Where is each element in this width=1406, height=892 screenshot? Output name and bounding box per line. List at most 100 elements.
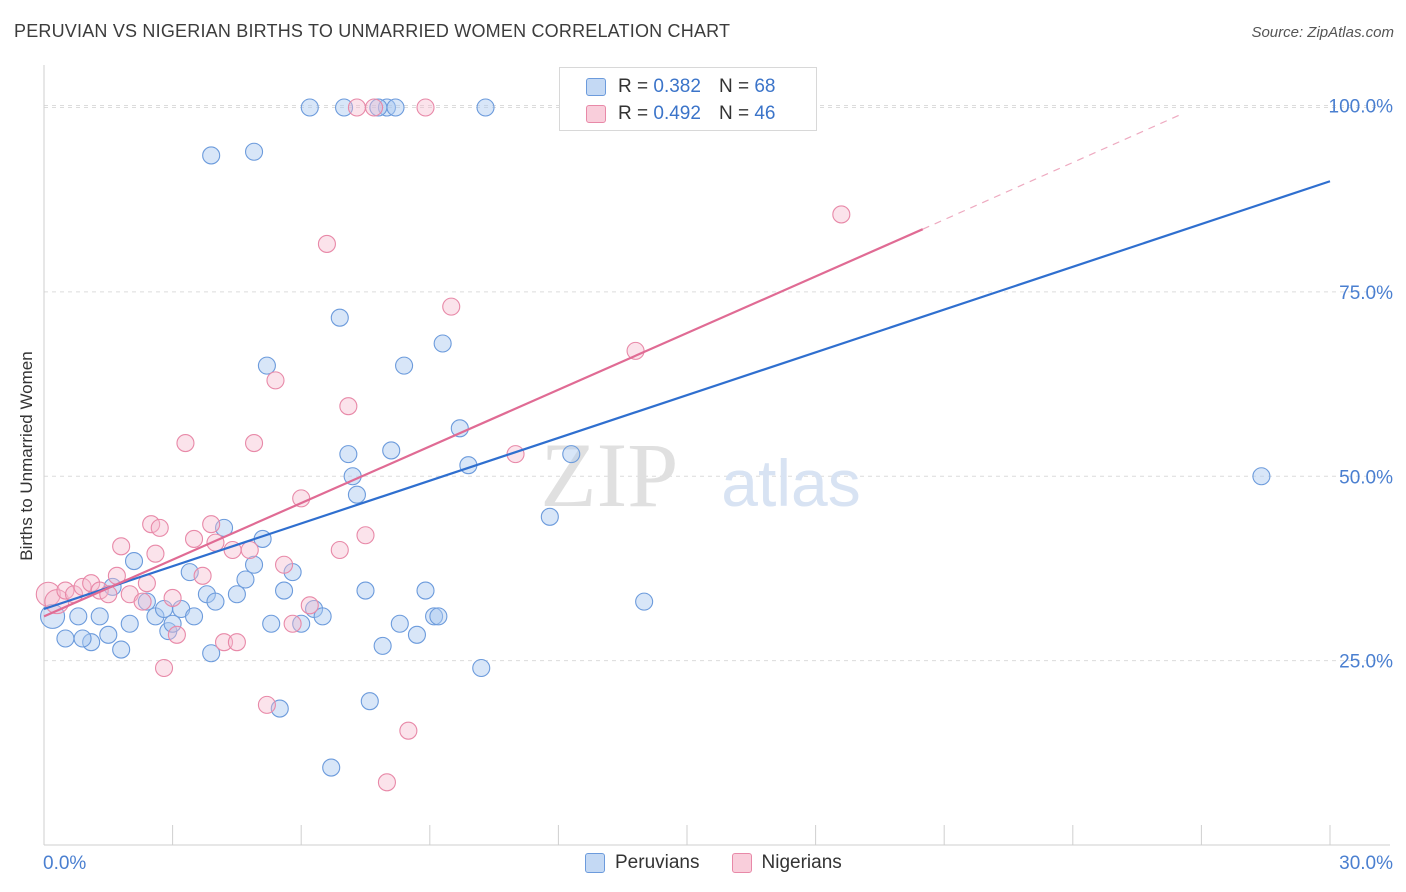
correlation-legend: R = 0.382 N = 68 R = 0.492 N = 46 xyxy=(559,67,817,131)
point-peruvians xyxy=(476,98,495,117)
point-peruvians xyxy=(275,581,294,600)
point-nigerians xyxy=(416,98,435,117)
point-nigerians xyxy=(150,518,169,537)
point-peruvians xyxy=(1252,467,1271,486)
legend-row-nigerians: R = 0.492 N = 46 xyxy=(586,102,775,126)
point-peruvians xyxy=(262,614,281,633)
legend-n-label: N = xyxy=(718,103,750,124)
legend-n-value-nigerians: 46 xyxy=(754,103,776,124)
chart-source: Source: ZipAtlas.com xyxy=(1251,24,1394,41)
point-nigerians xyxy=(442,297,461,316)
point-peruvians xyxy=(433,334,452,353)
trendline-extension-nigerians xyxy=(922,114,1181,230)
chart-title: PERUVIAN VS NIGERIAN BIRTHS TO UNMARRIED… xyxy=(14,21,731,41)
point-nigerians xyxy=(330,540,349,560)
point-nigerians xyxy=(283,614,302,633)
point-peruvians xyxy=(313,607,332,626)
point-nigerians xyxy=(133,592,152,611)
point-nigerians xyxy=(275,555,294,574)
point-peruvians xyxy=(227,585,246,604)
series-legend-nigerians[interactable]: Nigerians xyxy=(731,852,842,874)
point-peruvians xyxy=(124,552,144,571)
point-nigerians xyxy=(832,205,851,224)
point-peruvians xyxy=(206,592,225,611)
point-peruvians xyxy=(395,356,414,375)
point-nigerians xyxy=(167,625,186,644)
point-peruvians xyxy=(163,614,182,633)
point-nigerians xyxy=(300,596,319,615)
point-nigerians xyxy=(266,371,285,390)
watermark-zip: ZIP xyxy=(540,424,678,526)
point-peruvians xyxy=(244,142,264,161)
series-name-peruvians: Peruvians xyxy=(615,852,700,873)
point-nigerians xyxy=(202,515,221,534)
series-name-nigerians: Nigerians xyxy=(761,852,842,873)
point-peruvians xyxy=(386,98,405,117)
point-nigerians xyxy=(257,695,276,714)
point-peruvians xyxy=(356,581,375,600)
point-peruvians xyxy=(373,636,392,655)
series-legend: Peruvians Nigerians xyxy=(585,852,874,874)
x-tick-label-min: 0.0% xyxy=(43,853,86,874)
point-peruvians xyxy=(202,146,221,165)
point-peruvians xyxy=(56,629,75,648)
point-nigerians xyxy=(244,434,264,453)
point-peruvians xyxy=(244,555,264,574)
series-legend-peruvians[interactable]: Peruvians xyxy=(585,852,700,874)
point-nigerians xyxy=(154,658,174,678)
legend-r-label: R = xyxy=(618,103,649,124)
point-peruvians xyxy=(300,98,319,117)
point-peruvians xyxy=(416,581,435,600)
point-peruvians xyxy=(635,592,654,611)
point-nigerians xyxy=(292,489,311,508)
point-peruvians xyxy=(425,607,444,626)
legend-row-peruvians: R = 0.382 N = 68 xyxy=(586,75,775,99)
x-tick-label-max: 30.0% xyxy=(1339,853,1393,874)
point-nigerians xyxy=(163,588,182,607)
legend-r-label: R = xyxy=(618,76,649,97)
point-peruvians xyxy=(73,629,92,648)
point-nigerians xyxy=(377,773,396,792)
legend-swatch-peruvians xyxy=(586,78,606,96)
point-peruvians xyxy=(472,658,491,678)
series-swatch-nigerians xyxy=(731,853,752,873)
point-nigerians xyxy=(35,581,61,607)
point-peruvians xyxy=(184,607,204,626)
point-peruvians xyxy=(429,607,448,626)
legend-swatch-nigerians xyxy=(586,105,606,123)
legend-r-value-peruvians: 0.382 xyxy=(653,76,701,97)
point-nigerians xyxy=(193,566,212,585)
point-peruvians xyxy=(322,758,341,777)
point-nigerians xyxy=(214,633,234,652)
point-nigerians xyxy=(146,544,165,563)
point-peruvians xyxy=(407,625,426,644)
point-peruvians xyxy=(335,98,354,117)
point-nigerians xyxy=(339,397,358,416)
point-nigerians xyxy=(227,633,246,652)
point-nigerians xyxy=(365,98,384,117)
watermark-atlas: atlas xyxy=(721,446,860,520)
point-nigerians xyxy=(317,234,336,253)
point-peruvians xyxy=(330,308,349,327)
point-peruvians xyxy=(257,356,276,375)
trendline-nigerians xyxy=(43,228,924,618)
point-peruvians xyxy=(390,614,409,633)
point-nigerians xyxy=(112,537,131,556)
point-peruvians xyxy=(236,570,255,589)
y-tick-label: 50.0% xyxy=(1339,467,1393,488)
series-swatch-peruvians xyxy=(585,853,605,873)
point-peruvians xyxy=(369,98,388,117)
point-nigerians xyxy=(399,721,418,740)
legend-n-label: N = xyxy=(718,76,750,97)
legend-n-value-peruvians: 68 xyxy=(754,76,776,97)
point-peruvians xyxy=(137,592,156,611)
y-tick-label: 25.0% xyxy=(1339,652,1393,673)
point-peruvians xyxy=(120,614,139,633)
point-nigerians xyxy=(240,540,259,560)
point-peruvians xyxy=(540,507,559,526)
point-peruvians xyxy=(112,640,131,659)
point-nigerians xyxy=(184,529,204,548)
point-peruvians xyxy=(382,441,401,460)
point-peruvians xyxy=(347,485,366,504)
